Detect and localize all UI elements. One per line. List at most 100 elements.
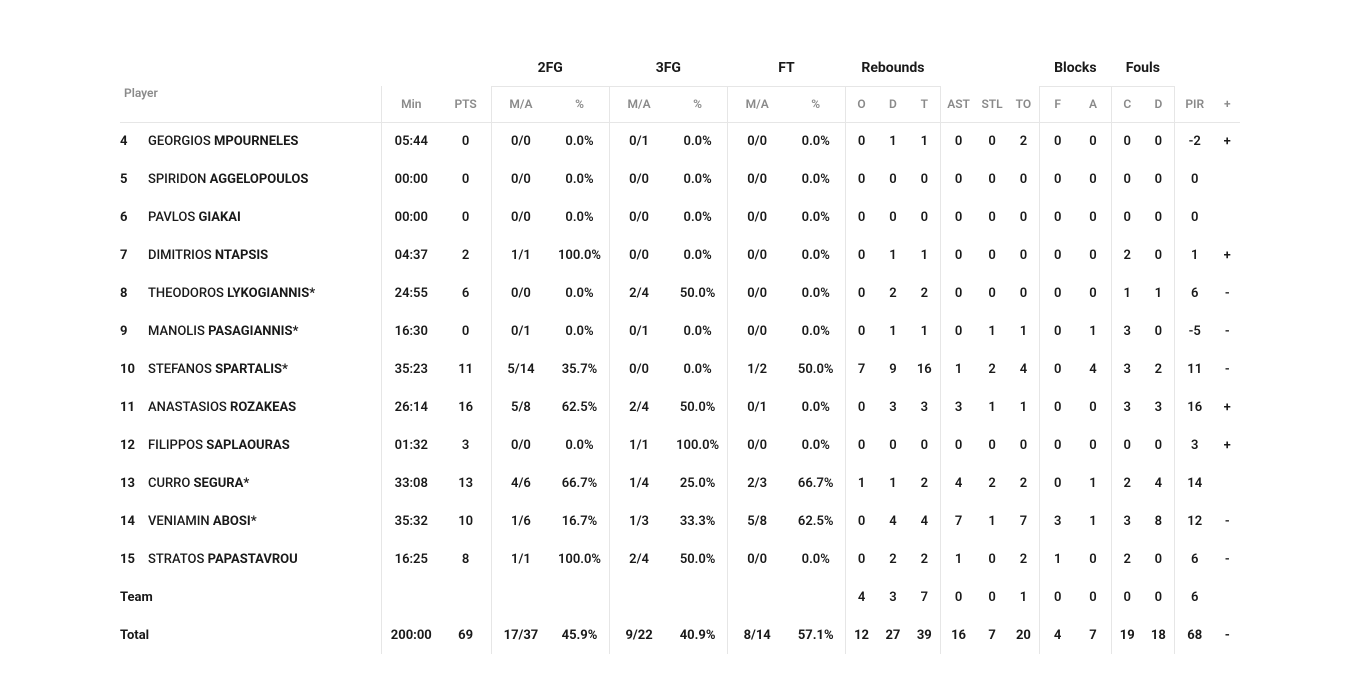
- stat-cell: 0: [1039, 350, 1075, 388]
- stat-cell: 0.0%: [668, 122, 727, 160]
- col-to: TO: [1008, 86, 1040, 122]
- player-number: 12: [120, 438, 142, 453]
- stat-cell: 0: [1143, 540, 1175, 578]
- stat-cell: 1: [1008, 388, 1040, 426]
- player-last-name: GIAKAI: [198, 210, 240, 225]
- stat-cell: 2: [441, 236, 492, 274]
- stat-cell: 27: [877, 616, 909, 654]
- stat-cell: 0: [909, 198, 941, 236]
- stat-cell: 35:23: [382, 350, 441, 388]
- player-name-cell: 8THEODOROS LYKOGIANNIS*: [120, 274, 382, 312]
- stat-cell: 0: [845, 388, 877, 426]
- col-reb-o: O: [845, 86, 877, 122]
- stat-cell: -: [1215, 616, 1241, 654]
- stat-cell: 0: [1075, 160, 1111, 198]
- stat-cell: [1215, 198, 1241, 236]
- stat-cell: 1/1: [491, 236, 550, 274]
- stat-cell: 0: [940, 578, 976, 616]
- team-label: Team: [120, 578, 382, 616]
- stat-cell: 0/1: [491, 312, 550, 350]
- stat-cell: 6: [1174, 578, 1214, 616]
- stat-cell: 0: [1039, 236, 1075, 274]
- stat-cell: 18: [1143, 616, 1175, 654]
- stat-cell: 2: [1143, 350, 1175, 388]
- stat-cell: 50.0%: [668, 540, 727, 578]
- stat-cell: 0: [1039, 578, 1075, 616]
- stat-cell: +: [1215, 426, 1241, 464]
- stat-cell: 11: [441, 350, 492, 388]
- stat-cell: 25.0%: [668, 464, 727, 502]
- player-name-cell: 7DIMITRIOS NTAPSIS: [120, 236, 382, 274]
- stat-cell: 69: [441, 616, 492, 654]
- stat-cell: 0: [1008, 426, 1040, 464]
- col-foul-c: C: [1111, 86, 1143, 122]
- player-first-name: FILIPPOS: [148, 438, 206, 453]
- stat-cell: 7: [976, 616, 1008, 654]
- stat-cell: 1/2: [727, 350, 786, 388]
- stat-cell: 35:32: [382, 502, 441, 540]
- stat-cell: +: [1215, 388, 1241, 426]
- stat-cell: 0: [1075, 236, 1111, 274]
- stat-cell: 0.0%: [668, 312, 727, 350]
- stat-cell: 00:00: [382, 198, 441, 236]
- stat-cell: [609, 578, 668, 616]
- player-row: 7DIMITRIOS NTAPSIS04:3721/1100.0%0/00.0%…: [120, 236, 1240, 274]
- stat-cell: 0: [1143, 578, 1175, 616]
- stat-cell: [1215, 160, 1241, 198]
- stat-cell: 3: [877, 578, 909, 616]
- stat-cell: 0/0: [491, 274, 550, 312]
- stat-cell: 01:32: [382, 426, 441, 464]
- player-row: 12FILIPPOS SAPLAOURAS01:3230/00.0%1/1100…: [120, 426, 1240, 464]
- stat-cell: 1: [976, 502, 1008, 540]
- stat-cell: 14: [1174, 464, 1214, 502]
- stat-cell: -2: [1174, 122, 1214, 160]
- stat-cell: 0: [1039, 122, 1075, 160]
- stat-cell: 3: [1039, 502, 1075, 540]
- stat-cell: +: [1215, 236, 1241, 274]
- player-last-name: LYKOGIANNIS*: [227, 286, 315, 301]
- stat-cell: 13: [441, 464, 492, 502]
- stat-cell: 2: [1111, 540, 1143, 578]
- col-pir: PIR: [1174, 86, 1214, 122]
- stat-cell: 0: [877, 426, 909, 464]
- player-number: 5: [120, 172, 142, 187]
- player-number: 7: [120, 248, 142, 263]
- stat-cell: [382, 578, 441, 616]
- stat-cell: 3: [1111, 388, 1143, 426]
- col-blk-f: F: [1039, 86, 1075, 122]
- col-reb-d: D: [877, 86, 909, 122]
- stat-cell: 5/8: [491, 388, 550, 426]
- stat-cell: 0: [1111, 160, 1143, 198]
- player-last-name: ABOSI*: [213, 514, 257, 529]
- stat-cell: -5: [1174, 312, 1214, 350]
- player-name-cell: 13CURRO SEGURA*: [120, 464, 382, 502]
- stat-cell: 0.0%: [550, 160, 609, 198]
- stat-cell: 0.0%: [550, 198, 609, 236]
- stat-cell: -: [1215, 274, 1241, 312]
- stat-cell: 0: [1143, 426, 1175, 464]
- stat-cell: 0: [441, 122, 492, 160]
- stat-cell: 0/1: [609, 122, 668, 160]
- stat-cell: 39: [909, 616, 941, 654]
- stat-cell: 0.0%: [786, 540, 845, 578]
- stat-cell: 62.5%: [550, 388, 609, 426]
- stat-cell: 0: [845, 236, 877, 274]
- player-first-name: GEORGIOS: [148, 134, 214, 149]
- stat-cell: 0: [976, 198, 1008, 236]
- stat-cell: 2: [877, 274, 909, 312]
- stat-cell: 1: [976, 312, 1008, 350]
- stat-cell: 2/4: [609, 540, 668, 578]
- stat-cell: 0/0: [609, 198, 668, 236]
- stat-cell: 50.0%: [786, 350, 845, 388]
- player-number: 4: [120, 134, 142, 149]
- stat-cell: 50.0%: [668, 274, 727, 312]
- stat-cell: 0: [1075, 578, 1111, 616]
- stat-cell: 100.0%: [550, 236, 609, 274]
- stat-cell: 4: [940, 464, 976, 502]
- stat-cell: 2: [976, 464, 1008, 502]
- stat-cell: [727, 578, 786, 616]
- stat-cell: 2: [909, 540, 941, 578]
- stat-cell: 33.3%: [668, 502, 727, 540]
- stat-cell: 1: [877, 312, 909, 350]
- stat-cell: 0: [441, 198, 492, 236]
